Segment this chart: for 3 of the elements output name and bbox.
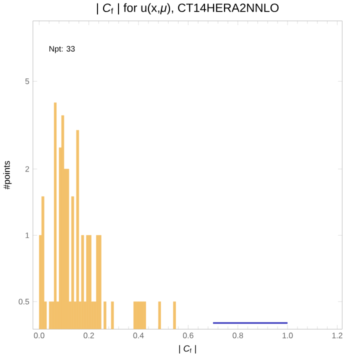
x-axis-title: | C$_{f}$ | — [179, 345, 196, 354]
chart-title: | C$_{f}$ | for u(x,μ), CT14HERA2NNLO — [96, 3, 279, 14]
y-axis-title: #points — [3, 160, 12, 190]
